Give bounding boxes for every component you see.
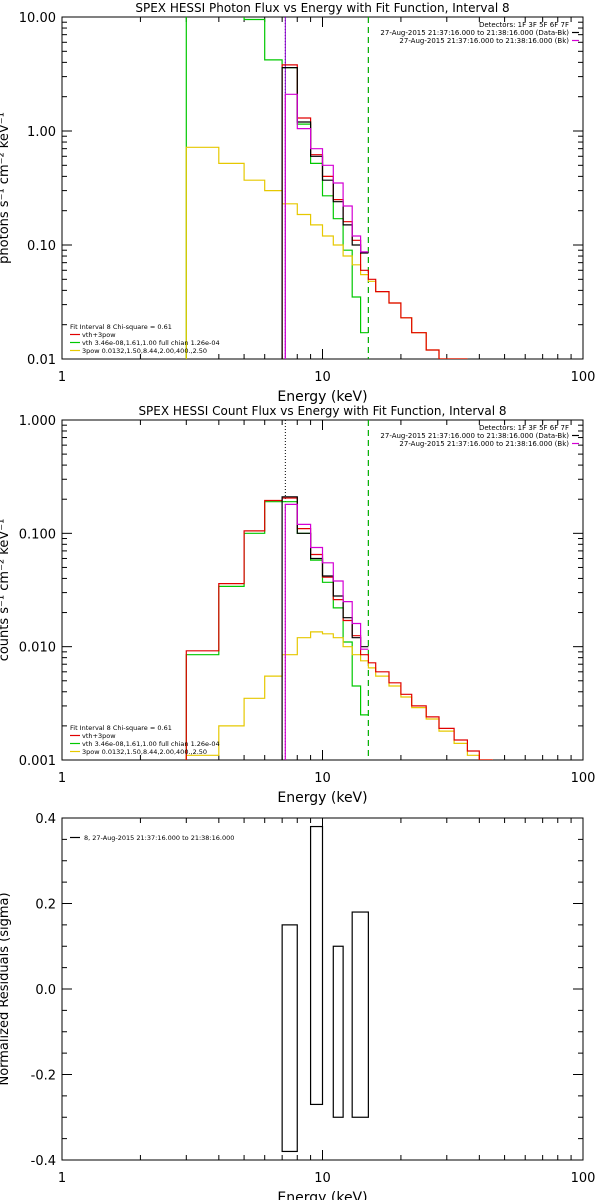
x-tick-label: 1 [58,771,66,786]
x-tick-label: 100 [571,771,596,786]
y-tick-label: 0.01 [27,353,56,368]
info-line: Detectors: 1F 3F 5F 6F 7F [479,21,569,29]
plot-panel-1: SPEX HESSI Photon Flux vs Energy with Fi… [0,1,596,405]
legend-entry: vth 3.46e-08,1.61,1.00 full chian 1.26e-… [82,339,220,347]
spectrum-series-red [281,64,468,359]
legend-entry: 3pow 0.0132,1.50,8.44,2.00,400.,2.50 [82,347,207,355]
y-tick-label: -0.4 [31,1154,56,1169]
plot-panel-2: SPEX HESSI Count Flux vs Energy with Fit… [0,404,595,806]
spectrum-series-green [185,501,369,760]
y-tick-label: 0.100 [19,527,56,542]
x-tick-label: 10 [314,771,331,786]
legend-entry: vth+3pow [82,331,116,339]
y-tick-label: 0.4 [35,812,56,827]
x-tick-label: 1 [58,370,66,385]
plot-area [185,420,493,760]
residual-bar [351,911,369,1118]
chart-title: SPEX HESSI Photon Flux vs Energy with Fi… [135,1,509,15]
y-axis-label: Normalized Residuals (sigma) [0,892,12,1085]
y-tick-label: 1.00 [27,125,56,140]
legend-entry: Fit Interval 8 Chi-square = 0.61 [70,724,172,732]
y-tick-label: 0.010 [19,641,56,656]
x-tick-label: 100 [571,1171,596,1186]
x-axis-label: Energy (keV) [277,389,367,405]
x-tick-label: 1 [58,1171,66,1186]
y-axis-label: photons s⁻¹ cm⁻² keV⁻¹ [0,112,12,264]
y-tick-label: 10.00 [19,11,56,26]
spectrum-series-green [185,17,369,359]
plot-area [185,17,468,359]
residual-bar [332,945,344,1118]
info-line: 27-Aug-2015 21:37:16.000 to 21:38:16.000… [380,432,569,440]
residual-bar [309,825,324,1106]
plot-area [281,825,369,1153]
spectrum-series-black [281,496,369,760]
y-tick-label: -0.2 [31,1069,56,1084]
legend-entry: vth+3pow [82,732,116,740]
y-tick-label: 0.001 [19,754,56,769]
y-tick-label: 1.000 [19,414,56,429]
y-tick-label: 0.0 [35,983,56,998]
spectrum-series-red [185,497,493,760]
chart-title: SPEX HESSI Count Flux vs Energy with Fit… [138,404,506,418]
x-axis-label: Energy (keV) [277,1190,367,1200]
plot-frame [61,419,584,761]
y-tick-label: 0.10 [27,239,56,254]
x-axis-label: Energy (keV) [277,790,367,806]
legend-entry: 8, 27-Aug-2015 21:37:16.000 to 21:38:16.… [84,834,234,842]
x-tick-label: 10 [314,370,331,385]
spectrum-series-yellow [185,146,468,359]
legend-entry: vth 3.46e-08,1.61,1.00 full chian 1.26e-… [82,740,220,748]
info-line: 27-Aug-2015 21:37:16.000 to 21:38:16.000… [399,37,569,45]
spectrum-series-magenta [284,93,369,359]
info-line: Detectors: 1F 3F 5F 6F 7F [479,424,569,432]
x-tick-label: 10 [314,1171,331,1186]
spectrum-series-black [281,67,369,359]
residual-bar [281,924,298,1153]
legend-entry: Fit Interval 8 Chi-square = 0.61 [70,323,172,331]
spectrum-series-yellow [185,631,493,760]
y-axis-label: counts s⁻¹ cm⁻² keV⁻¹ [0,519,12,662]
x-tick-label: 100 [571,370,596,385]
legend-entry: 3pow 0.0132,1.50,8.44,2.00,400.,2.50 [82,748,207,756]
y-tick-label: 0.2 [35,898,56,913]
plot-panel-3: 1 10 100 -0.4 -0.2 0.0 0.2 0.4 Energy (keV) Norma… [0,812,596,1204]
info-line: 27-Aug-2015 21:37:16.000 to 21:38:16.000… [380,29,569,37]
info-line: 27-Aug-2015 21:37:16.000 to 21:38:16.000… [399,440,569,448]
spectrum-series-magenta [284,503,369,760]
